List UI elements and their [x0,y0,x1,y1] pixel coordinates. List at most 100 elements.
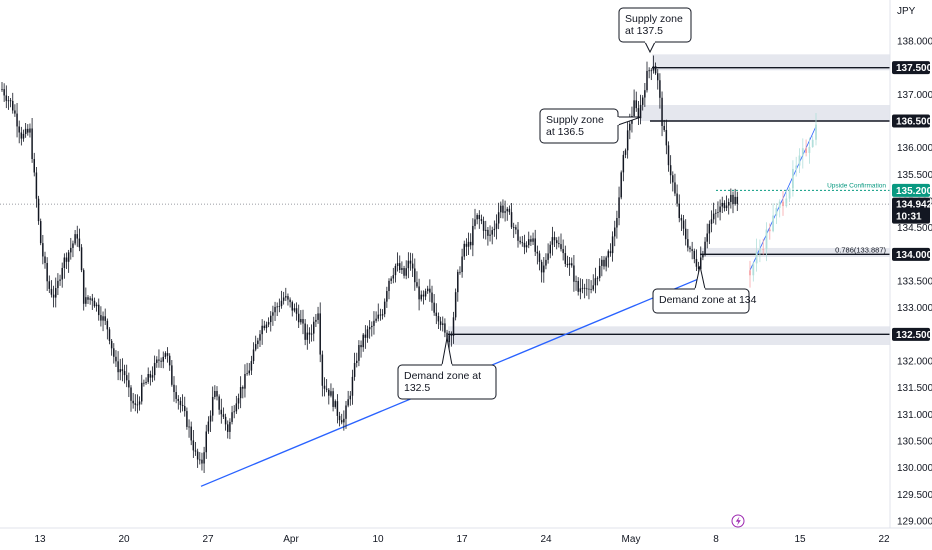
candle [50,280,53,298]
candle-body [130,387,132,401]
candle [463,240,465,260]
candle [409,252,412,271]
projection-candle [749,260,751,288]
candle-body [98,304,100,316]
price-level-tag-bg [892,114,930,128]
candle [31,118,33,163]
candle-body [104,316,106,321]
candle-body [538,253,541,262]
candle [712,202,715,224]
candle-body [85,297,87,304]
candle-body [110,340,113,349]
candle [465,238,468,257]
candle [723,200,726,212]
candle [459,266,461,275]
candle [300,310,302,325]
projection-candle-body [752,263,755,276]
candle-body [317,313,319,320]
candle [87,295,89,305]
candle-body [416,282,418,287]
candle-body [27,128,29,133]
candle-body [624,150,627,155]
candle-body [14,110,16,114]
candle-body [263,325,266,329]
candle-body [231,412,233,422]
candle [278,298,281,313]
candle [386,286,388,308]
current-price-tag-text: 134.942 [896,200,932,211]
candle-body [476,215,478,220]
candle [383,298,386,318]
candle [377,303,379,322]
candle [190,421,192,446]
candle-body [469,241,472,246]
candle-body [515,227,517,230]
candle [530,235,532,246]
candle [14,104,16,117]
candle-body [607,251,610,258]
projection-candle [795,156,798,177]
candle [646,61,648,93]
candle-body [734,196,736,204]
candle [360,340,362,358]
candle [405,260,407,280]
candle-body [74,234,76,244]
candle [472,218,474,257]
candle [433,294,435,316]
candle-body [151,375,154,378]
candle [467,232,470,255]
candle [573,255,575,292]
candle [27,124,29,136]
price-level-tag-text: 137.500 [896,63,932,74]
candle-body [351,376,354,396]
candle-body [194,450,197,452]
candle-body [622,154,625,173]
candle [98,298,100,321]
candle-body [472,225,474,246]
candle-body [523,242,526,248]
candle-body [454,292,457,318]
candle-body [680,218,683,221]
candle-body [401,268,403,270]
candle-body [545,259,547,266]
candle-body [689,247,691,250]
candle [321,350,324,397]
candle-body [669,165,672,176]
candle-body [618,197,620,219]
candle-body [250,361,253,371]
candle [609,243,612,257]
candle [442,316,444,332]
candles-layer [1,55,739,474]
candle [267,317,270,328]
candle [491,226,493,245]
candle-body [300,318,302,323]
candle-body [106,320,109,330]
candle-body [72,243,74,248]
candle-body [261,325,263,335]
candle-body [349,395,352,400]
candle-body [132,400,134,404]
price-level-tag-text: 134.000 [896,250,932,261]
x-tick-label: 15 [794,534,806,545]
candle [205,424,207,459]
price-level-tag: 134.000 [892,247,932,261]
candle-body [136,404,139,406]
candle-body [33,158,35,173]
candle-body [682,220,685,229]
candle [113,343,115,364]
candle-body [463,243,465,257]
candle-body [291,302,293,311]
candle-body [201,459,203,464]
candle-body [102,316,104,321]
candle-body [297,313,300,323]
candle-body [366,329,369,338]
candle-body [235,403,238,412]
candle [392,267,395,284]
projection-candle-body [815,124,817,140]
candle [715,209,717,225]
y-tick-label: 131.500 [897,383,932,394]
